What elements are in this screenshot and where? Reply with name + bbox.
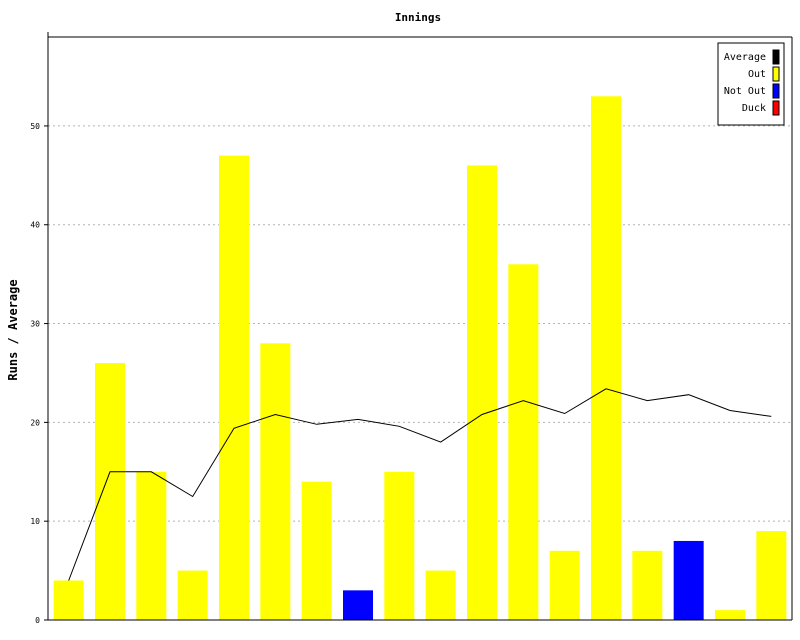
bar-innings-7 xyxy=(301,481,332,620)
gridlines xyxy=(48,125,792,522)
legend-label: Average xyxy=(724,52,766,63)
bar-innings-18 xyxy=(756,531,787,620)
y-tick-label: 40 xyxy=(30,221,40,230)
legend-label: Duck xyxy=(742,103,766,114)
bar-innings-10 xyxy=(425,570,456,620)
average-line-layer xyxy=(68,388,772,581)
bar-innings-3 xyxy=(136,471,167,620)
axes: 0 10 20 30 40 50 xyxy=(30,32,793,625)
bar-innings-4 xyxy=(177,570,208,620)
legend-swatch xyxy=(772,100,780,116)
y-axis-label: Runs / Average xyxy=(6,279,20,380)
bar-innings-1 xyxy=(53,580,84,620)
chart-title: Innings xyxy=(395,11,441,24)
y-tick-label: 20 xyxy=(30,418,40,427)
y-tick-label: 30 xyxy=(30,320,40,329)
bar-innings-11 xyxy=(467,165,497,620)
legend-swatch xyxy=(772,83,780,99)
bar-innings-15 xyxy=(632,550,663,620)
bar-innings-8 xyxy=(343,590,373,620)
bar-innings-6 xyxy=(260,343,291,620)
bar-innings-5 xyxy=(219,155,249,620)
legend-label: Out xyxy=(748,69,766,80)
y-tick-label: 10 xyxy=(30,517,40,526)
bar-innings-16 xyxy=(673,540,704,620)
legend-swatch xyxy=(772,66,780,82)
bar-innings-14 xyxy=(591,96,621,620)
bar-innings-2 xyxy=(95,363,125,620)
bar-innings-12 xyxy=(508,264,539,620)
bar-innings-9 xyxy=(384,471,415,620)
bars xyxy=(53,96,787,620)
legend-label: Not Out xyxy=(724,86,766,97)
y-tick-label: 50 xyxy=(30,122,40,131)
bar-innings-17 xyxy=(715,610,745,620)
legend-swatch xyxy=(772,49,780,65)
bar-innings-13 xyxy=(549,550,580,620)
legend: Average Out Not Out Duck xyxy=(717,42,785,126)
y-tick-label: 0 xyxy=(35,616,40,625)
average-line xyxy=(68,388,772,581)
